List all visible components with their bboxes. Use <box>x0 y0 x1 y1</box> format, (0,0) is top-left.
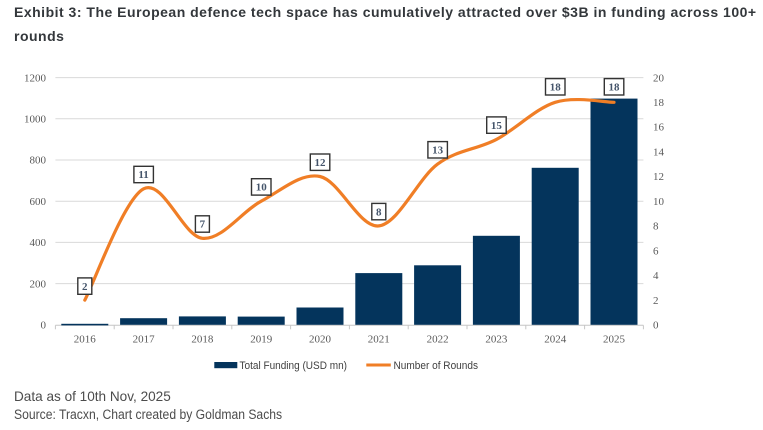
svg-text:2018: 2018 <box>191 334 214 346</box>
svg-text:16: 16 <box>653 122 665 134</box>
svg-text:1200: 1200 <box>24 72 47 84</box>
svg-text:800: 800 <box>30 155 47 167</box>
svg-text:11: 11 <box>138 169 148 181</box>
svg-text:2021: 2021 <box>368 334 390 346</box>
svg-text:10: 10 <box>653 196 665 208</box>
svg-text:13: 13 <box>432 145 444 157</box>
svg-text:2016: 2016 <box>74 334 97 346</box>
svg-text:1000: 1000 <box>24 114 47 126</box>
svg-text:600: 600 <box>30 196 47 208</box>
svg-text:2023: 2023 <box>485 334 508 346</box>
svg-text:8: 8 <box>376 206 382 218</box>
svg-text:2: 2 <box>82 281 88 293</box>
svg-text:6: 6 <box>653 245 659 257</box>
svg-text:Total Funding (USD mn): Total Funding (USD mn) <box>240 360 348 372</box>
svg-text:2022: 2022 <box>427 334 449 346</box>
svg-text:200: 200 <box>30 278 47 290</box>
svg-text:12: 12 <box>653 171 664 183</box>
svg-text:2024: 2024 <box>544 334 567 346</box>
svg-text:12: 12 <box>315 157 327 169</box>
svg-text:18: 18 <box>653 97 665 109</box>
svg-text:2025: 2025 <box>603 334 626 346</box>
svg-text:Number of Rounds: Number of Rounds <box>394 360 479 372</box>
svg-text:8: 8 <box>653 221 659 233</box>
svg-text:15: 15 <box>491 120 503 132</box>
svg-text:4: 4 <box>653 270 659 282</box>
svg-text:2017: 2017 <box>133 334 156 346</box>
svg-text:0: 0 <box>41 320 47 332</box>
svg-text:7: 7 <box>200 219 206 231</box>
svg-text:2: 2 <box>653 295 659 307</box>
svg-text:2019: 2019 <box>250 334 273 346</box>
svg-text:18: 18 <box>550 82 562 94</box>
svg-text:0: 0 <box>653 320 659 332</box>
svg-text:10: 10 <box>256 182 268 194</box>
svg-text:2020: 2020 <box>309 334 332 346</box>
svg-text:18: 18 <box>609 82 621 94</box>
svg-text:14: 14 <box>653 147 665 159</box>
svg-text:20: 20 <box>653 72 665 84</box>
svg-text:400: 400 <box>30 237 47 249</box>
